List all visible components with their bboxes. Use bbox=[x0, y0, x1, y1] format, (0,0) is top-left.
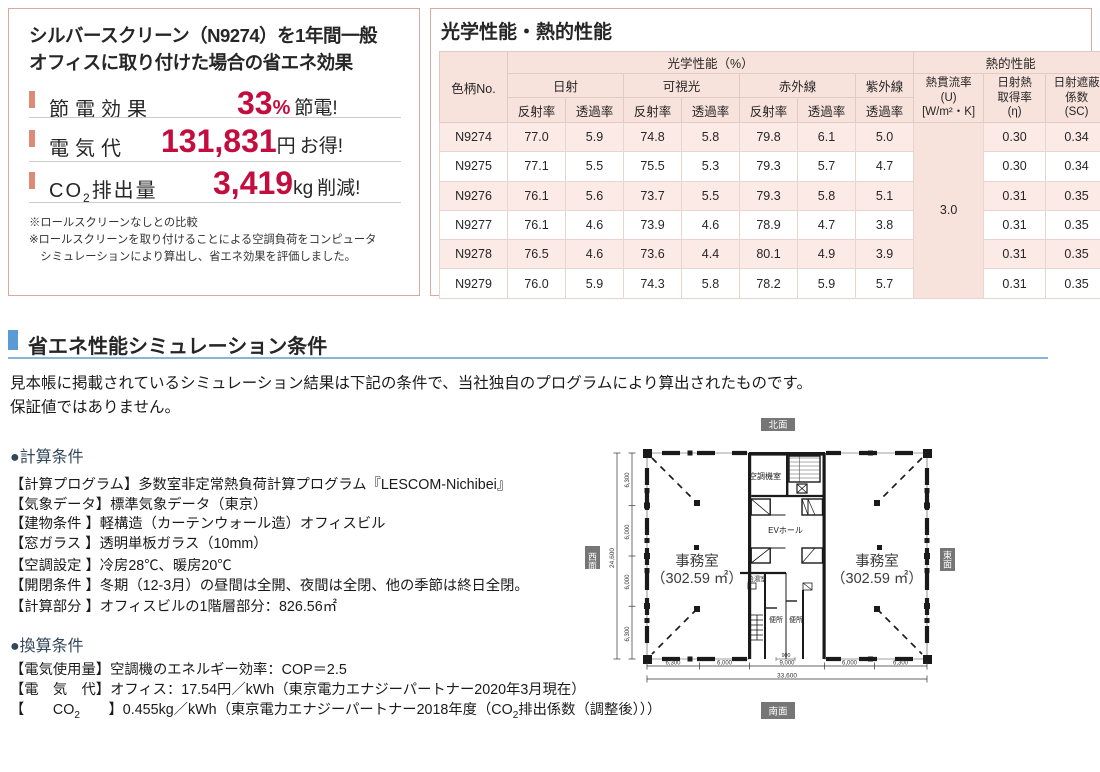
svg-text:事務室: 事務室 bbox=[855, 553, 899, 570]
svg-text:給湯室: 給湯室 bbox=[748, 574, 767, 583]
svg-text:EVホール: EVホール bbox=[768, 526, 803, 535]
svg-text:面: 面 bbox=[943, 560, 952, 570]
svg-text:6,300: 6,300 bbox=[665, 661, 681, 667]
svg-text:（302.59 ㎡）: （302.59 ㎡） bbox=[651, 570, 743, 587]
svg-text:6,300: 6,300 bbox=[893, 661, 909, 667]
svg-text:便所: 便所 bbox=[789, 615, 803, 624]
svg-text:（302.59 ㎡）: （302.59 ㎡） bbox=[831, 570, 923, 587]
svg-text:6,300: 6,300 bbox=[625, 472, 631, 488]
svg-text:事務室: 事務室 bbox=[675, 553, 719, 570]
svg-text:900: 900 bbox=[782, 653, 791, 659]
svg-text:面: 面 bbox=[588, 561, 597, 571]
svg-text:33,600: 33,600 bbox=[777, 673, 797, 680]
svg-text:9,000: 9,000 bbox=[779, 661, 795, 667]
svg-text:6,000: 6,000 bbox=[625, 574, 631, 590]
svg-text:6,000: 6,000 bbox=[842, 661, 858, 667]
svg-text:24,600: 24,600 bbox=[609, 548, 616, 568]
svg-text:空調機室: 空調機室 bbox=[749, 471, 781, 481]
svg-text:6,000: 6,000 bbox=[717, 661, 733, 667]
svg-text:6,000: 6,000 bbox=[625, 524, 631, 540]
svg-text:北面: 北面 bbox=[768, 420, 787, 431]
svg-text:便所: 便所 bbox=[769, 615, 783, 624]
svg-text:6,300: 6,300 bbox=[625, 626, 631, 642]
svg-text:南面: 南面 bbox=[768, 706, 787, 718]
